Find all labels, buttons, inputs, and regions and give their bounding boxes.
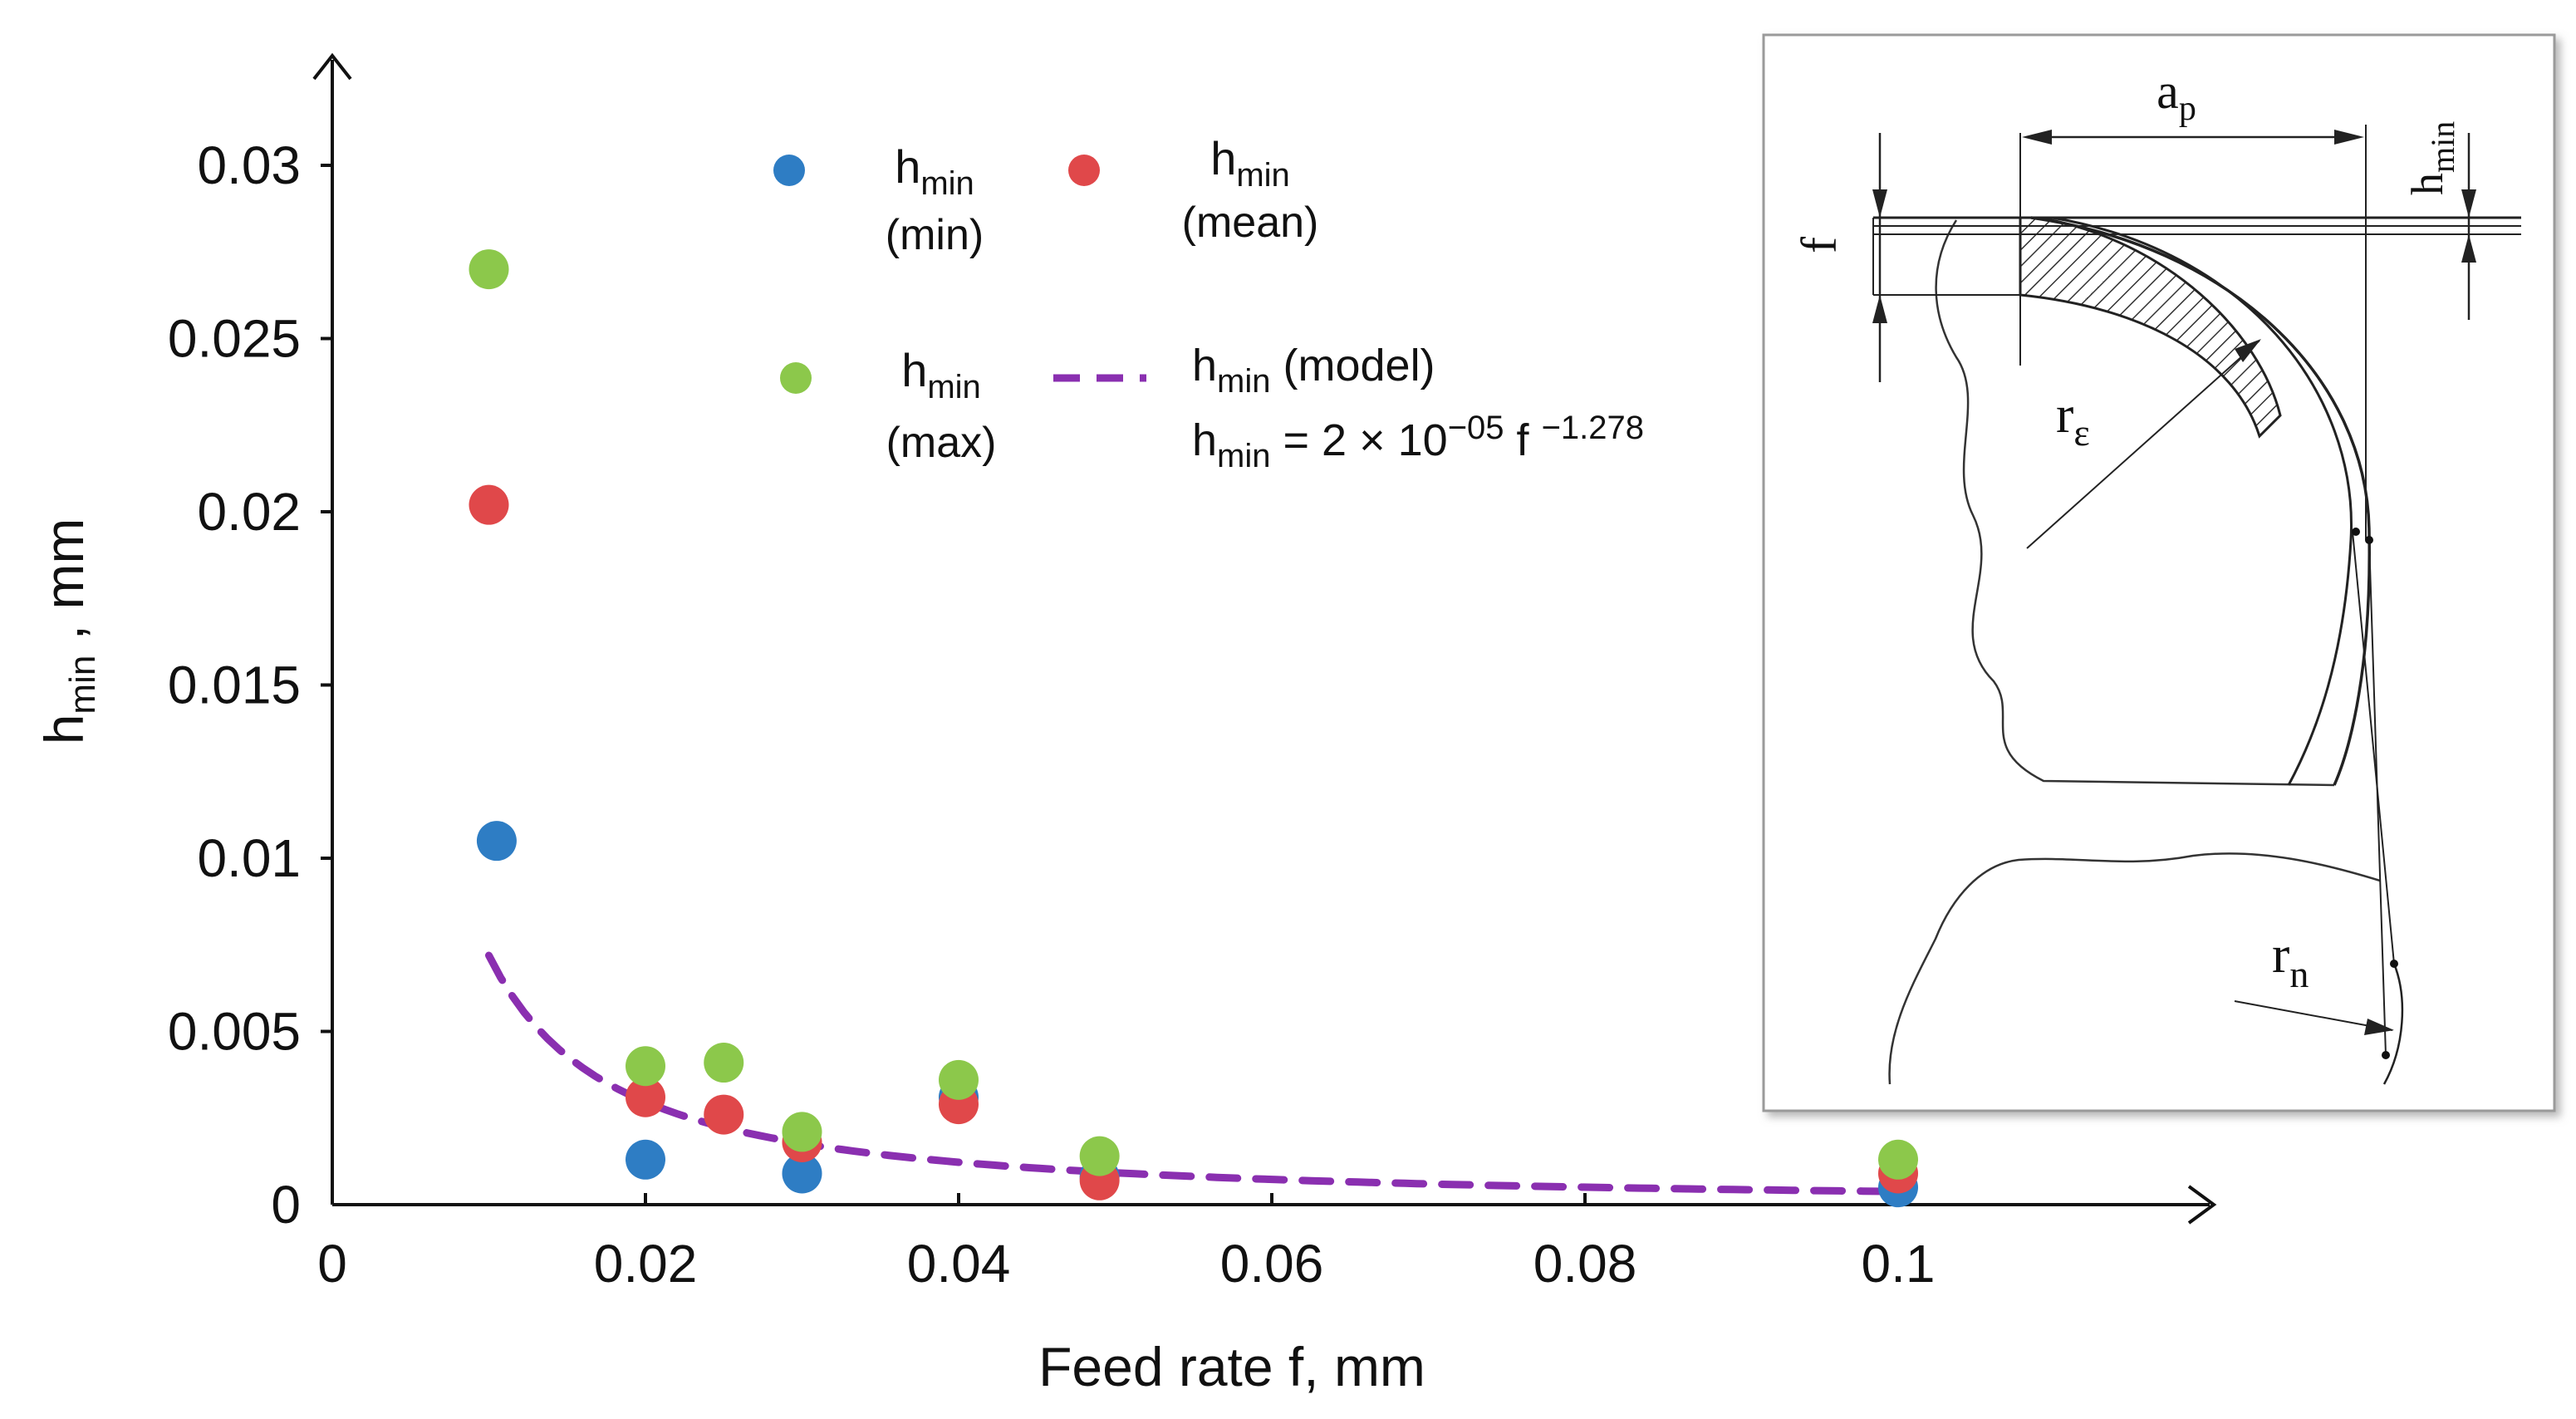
point-mean xyxy=(626,1077,665,1117)
legend-marker-max xyxy=(780,362,812,394)
hmin-arrow-top xyxy=(2461,189,2476,218)
inset-diagram: ap f hmin rε rn xyxy=(1762,33,2556,1112)
x-tick-label: 0.1 xyxy=(1862,1234,1936,1294)
point-min xyxy=(476,821,517,862)
nose-arc-inner xyxy=(2051,216,2353,786)
y-ticks: 0 0.005 0.01 0.015 0.02 0.025 0.03 xyxy=(168,135,332,1235)
x-tick-label: 0.04 xyxy=(907,1234,1011,1294)
legend-item-mean: hmin (mean) xyxy=(1068,132,1318,247)
workpiece-outline xyxy=(1888,852,2381,1085)
hmin-label: hmin xyxy=(2402,121,2461,195)
ap-arrow-right xyxy=(2334,130,2364,145)
y-tick-label: 0.025 xyxy=(168,309,301,369)
y-tick-label: 0 xyxy=(271,1175,301,1235)
x-axis-arrow xyxy=(2187,1185,2217,1225)
point-min xyxy=(626,1139,665,1180)
ap-arrow-left xyxy=(2022,130,2052,145)
legend: hmin (min) hmin (mean) hmin (max) hmin (… xyxy=(773,132,1644,474)
y-tick-label: 0.02 xyxy=(197,482,301,542)
edge-line-2 xyxy=(2368,539,2387,1056)
r-epsilon-line xyxy=(2026,340,2260,549)
legend-label-mean-line2: (mean) xyxy=(1182,199,1319,247)
model-equation: hmin = 2 × 10−05 f −1.278 xyxy=(1192,410,1644,474)
edge-point-3 xyxy=(2390,960,2398,968)
legend-label-model: hmin (model) xyxy=(1192,341,1435,400)
edge-point-4 xyxy=(2382,1051,2390,1059)
y-tick-label: 0.03 xyxy=(197,135,301,195)
y-axis-title-rest: , mm xyxy=(33,518,95,655)
point-max xyxy=(1079,1136,1120,1176)
f-label: f xyxy=(1792,237,1847,253)
r-epsilon-arrow xyxy=(2235,339,2261,362)
point-max xyxy=(1878,1139,1918,1180)
y-axis-arrow xyxy=(312,52,352,81)
edge-rounding xyxy=(2382,963,2404,1085)
point-max xyxy=(626,1046,665,1087)
legend-item-min: hmin (min) xyxy=(773,140,984,259)
chip-cross-section xyxy=(2019,216,2282,439)
inset-frame xyxy=(1762,33,2556,1112)
legend-label-max-line2: (max) xyxy=(886,419,997,467)
x-tick-label: 0.06 xyxy=(1220,1234,1324,1294)
legend-marker-min xyxy=(773,155,805,186)
r-n-line xyxy=(2234,1000,2393,1031)
x-tick-label: 0.08 xyxy=(1533,1234,1637,1294)
legend-item-max: hmin (max) xyxy=(780,344,996,467)
f-arrow-top xyxy=(1872,189,1887,218)
y-tick-label: 0.005 xyxy=(168,1002,301,1062)
model-curve-layer xyxy=(485,951,1902,1196)
legend-marker-mean xyxy=(1068,155,1100,186)
point-mean xyxy=(469,484,509,525)
nose-arc-outer xyxy=(2030,216,2371,786)
y-axis-title-sub: min xyxy=(62,655,103,714)
model-curve xyxy=(485,951,1902,1196)
point-mean xyxy=(704,1094,744,1135)
x-tick-label: 0.02 xyxy=(594,1234,698,1294)
point-max xyxy=(939,1059,979,1100)
insert-outline xyxy=(1935,219,2335,787)
legend-label-min: hmin xyxy=(895,140,974,202)
r-epsilon-label: rε xyxy=(2056,385,2090,454)
legend-label-mean: hmin xyxy=(1210,132,1290,194)
x-tick-label: 0 xyxy=(317,1234,347,1294)
hmin-arrow-bottom xyxy=(2461,234,2476,263)
y-axis-title: hmin , mm xyxy=(33,518,103,745)
y-tick-label: 0.01 xyxy=(197,828,301,888)
x-axis-title: Feed rate f, mm xyxy=(1038,1336,1425,1397)
scatter-points-layer xyxy=(469,249,1918,1208)
y-axis-title-base: h xyxy=(33,714,95,745)
point-max xyxy=(704,1043,744,1083)
ap-label: ap xyxy=(2156,64,2196,128)
edge-point-1 xyxy=(2352,528,2360,536)
r-n-arrow xyxy=(2364,1019,2394,1035)
legend-item-model: hmin (model) hmin = 2 × 10−05 f −1.278 xyxy=(1053,341,1644,474)
y-tick-label: 0.015 xyxy=(168,655,301,715)
legend-label-min-line2: (min) xyxy=(886,211,984,259)
point-max xyxy=(782,1112,822,1152)
x-ticks: 0 0.02 0.04 0.06 0.08 0.1 xyxy=(317,1193,1935,1294)
f-arrow-bottom xyxy=(1872,295,1887,323)
edge-point-2 xyxy=(2365,536,2373,544)
edge-line-1 xyxy=(2352,531,2395,965)
legend-label-max: hmin xyxy=(901,344,981,405)
r-n-label: rn xyxy=(2272,925,2309,995)
point-min xyxy=(782,1153,822,1194)
point-max xyxy=(469,249,509,290)
